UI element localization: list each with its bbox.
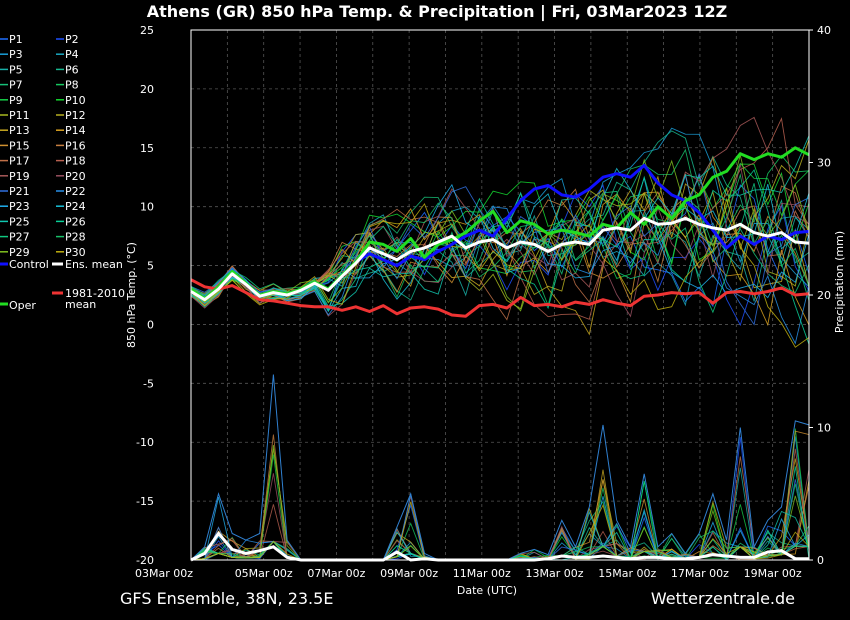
legend-label: P29 xyxy=(9,246,30,259)
legend-label: P24 xyxy=(65,200,86,213)
y-tick-label-left: -20 xyxy=(136,554,154,567)
ensemble-member-line xyxy=(190,173,810,345)
ensemble-member-line xyxy=(190,191,810,321)
y-tick-label-right: 20 xyxy=(817,289,831,302)
legend-label: P27 xyxy=(9,231,30,244)
legend-label: P3 xyxy=(9,48,23,61)
legend-label: P17 xyxy=(9,155,30,168)
y-tick-label-left: -5 xyxy=(143,377,154,390)
footer-site: Wetterzentrale.de xyxy=(651,589,795,608)
x-tick-label: 07Mar 00z xyxy=(307,567,365,580)
x-tick-label: 09Mar 00z xyxy=(380,567,438,580)
legend-label-clim-2: mean xyxy=(65,298,96,311)
legend-label: P12 xyxy=(65,109,86,122)
y-tick-label-left: 5 xyxy=(147,260,154,273)
ensemble-member-line xyxy=(190,164,810,318)
x-tick-label: 11Mar 00z xyxy=(453,567,511,580)
y-tick-label-left: 15 xyxy=(140,142,154,155)
y-tick-label-left: -10 xyxy=(136,436,154,449)
legend: P1 P2 P3 P4 P5 P6 P7 P8 P9 P10 P11 P12 P13 P14 P15 P16 P… xyxy=(0,33,125,312)
y-tick-label-left: 0 xyxy=(147,318,154,331)
legend-label: P6 xyxy=(65,63,79,76)
x-tick-label: 05Mar 00z xyxy=(235,567,293,580)
legend-label: P1 xyxy=(9,33,23,46)
y-tick-label-right: 40 xyxy=(817,24,831,37)
legend-label: P10 xyxy=(65,94,86,107)
legend-label: P22 xyxy=(65,185,86,198)
x-tick-label: 03Mar 00z xyxy=(135,567,193,580)
legend-label: P7 xyxy=(9,79,23,92)
legend-label: P21 xyxy=(9,185,30,198)
axes: 25 20 15 10 5 0 -5 -10 -15 -20 40 30 20 10 0 03Mar 00z 0… xyxy=(135,24,831,580)
x-tick-label: 17Mar 00z xyxy=(671,567,729,580)
ensemble-member-line xyxy=(190,155,810,312)
series-line-1981-2010-mean xyxy=(190,278,810,318)
y-axis-label-right: Precipitation (mm) xyxy=(833,231,846,333)
legend-label: P8 xyxy=(65,79,79,92)
legend-label: P19 xyxy=(9,170,30,183)
legend-label: P11 xyxy=(9,109,30,122)
legend-label: P30 xyxy=(65,246,86,259)
y-tick-label-right: 30 xyxy=(817,157,831,170)
y-tick-label-left: 25 xyxy=(140,24,154,37)
y-tick-label-left: 20 xyxy=(140,83,154,96)
legend-label: P25 xyxy=(9,215,30,228)
x-axis-label: Date (UTC) xyxy=(457,584,517,597)
legend-label: P15 xyxy=(9,139,30,152)
legend-label: P5 xyxy=(9,63,23,76)
legend-label: P13 xyxy=(9,124,30,137)
legend-label: P2 xyxy=(65,33,79,46)
legend-label: P20 xyxy=(65,170,86,183)
y-tick-label-left: 10 xyxy=(140,201,154,214)
legend-label-clim: 1981-2010 xyxy=(65,287,125,300)
legend-label: P16 xyxy=(65,139,86,152)
legend-label-oper: Oper xyxy=(9,299,36,312)
legend-label-control: Control xyxy=(9,258,49,271)
legend-label: P23 xyxy=(9,200,30,213)
ensemble-member-line xyxy=(190,117,810,320)
ensemble-member-line xyxy=(190,176,810,312)
x-tick-label: 15Mar 00z xyxy=(598,567,656,580)
y-tick-label-left: -15 xyxy=(136,495,154,508)
y-axis-label-left: 850 hPa Temp. (°C) xyxy=(125,242,138,348)
y-tick-label-right: 0 xyxy=(817,554,824,567)
chart-title: Athens (GR) 850 hPa Temp. & Precipitatio… xyxy=(147,2,727,22)
y-tick-label-right: 10 xyxy=(817,422,831,435)
legend-label: P28 xyxy=(65,231,86,244)
legend-label: P9 xyxy=(9,94,23,107)
series-line-ens-mean xyxy=(190,216,810,302)
legend-label: P18 xyxy=(65,155,86,168)
footer-source: GFS Ensemble, 38N, 23.5E xyxy=(120,589,333,608)
legend-label: P4 xyxy=(65,48,79,61)
legend-label-ens-mean: Ens. mean xyxy=(65,258,123,271)
highlighted-series xyxy=(190,146,810,318)
x-tick-label: 19Mar 00z xyxy=(744,567,802,580)
legend-label: P26 xyxy=(65,215,86,228)
x-tick-label: 13Mar 00z xyxy=(526,567,584,580)
legend-label: P14 xyxy=(65,124,86,137)
